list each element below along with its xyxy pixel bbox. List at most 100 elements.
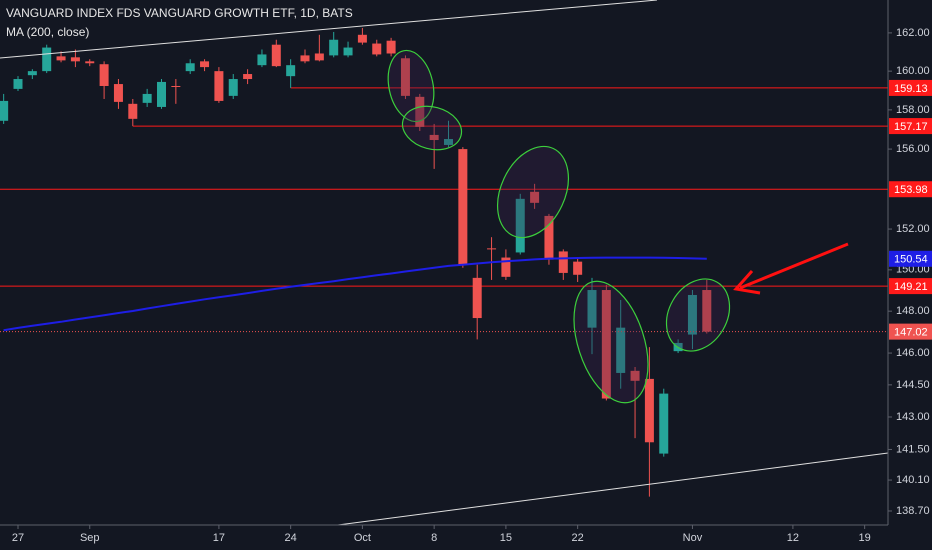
chart-title: VANGUARD INDEX FDS VANGUARD GROWTH ETF, …	[6, 6, 353, 20]
candle-body	[27, 71, 37, 76]
candle-body	[243, 74, 253, 80]
candle-body	[228, 79, 238, 96]
candle-body	[300, 55, 310, 62]
price-label-bg	[889, 250, 932, 267]
candle-body	[573, 261, 583, 275]
price-label: 149.21	[894, 281, 928, 293]
candle-body	[458, 149, 468, 265]
candle-body	[70, 57, 80, 62]
candle-body	[487, 248, 497, 250]
arrow	[733, 242, 849, 295]
price-label: 150.54	[894, 254, 928, 266]
x-tick-label: Nov	[683, 532, 703, 544]
candle-body	[515, 198, 525, 253]
candle-body	[544, 215, 554, 260]
candle-body	[601, 290, 611, 399]
arrow-shaft	[739, 242, 849, 290]
candle-body	[357, 34, 367, 43]
candle-body	[329, 39, 339, 56]
arrow-head	[733, 270, 761, 295]
time-axis	[0, 525, 932, 550]
x-tick-label: 17	[213, 532, 225, 544]
candle-body	[142, 93, 152, 103]
candle-body	[257, 54, 267, 66]
candle-body	[587, 290, 597, 328]
candle-body	[372, 43, 382, 55]
candle-body	[157, 81, 166, 107]
candle-body	[343, 47, 353, 56]
trend-line	[337, 452, 889, 526]
y-tick-label: 156.00	[896, 143, 930, 155]
candle-body	[644, 378, 654, 443]
y-tick-label: 140.10	[896, 474, 930, 486]
price-label-bg	[889, 79, 932, 96]
axis-labels: 162.00160.00158.00156.00152.00150.00148.…	[12, 27, 932, 544]
ellipse	[497, 145, 569, 239]
x-tick-label: 24	[285, 532, 297, 544]
candle-body	[530, 191, 540, 203]
indicator-label: MA (200, close)	[6, 25, 89, 39]
candle-body	[128, 103, 138, 119]
candle-body	[0, 100, 9, 121]
candle-body	[286, 65, 296, 77]
x-tick-label: 12	[787, 532, 799, 544]
y-tick-label: 148.00	[896, 305, 930, 317]
candle-body	[171, 85, 181, 87]
x-tick-label: Oct	[354, 532, 371, 544]
candle-body	[472, 277, 482, 319]
ellipse	[573, 280, 649, 404]
candle-body	[415, 96, 425, 127]
price-label-bg	[889, 118, 932, 135]
y-tick-label: 152.00	[896, 223, 930, 235]
ellipse	[387, 49, 435, 123]
candle-body	[314, 53, 324, 61]
candle-body	[444, 139, 453, 145]
trend-line	[0, 0, 658, 59]
price-label: 147.02	[894, 327, 928, 339]
candle-body	[185, 63, 195, 72]
y-tick-label: 138.70	[896, 505, 930, 517]
price-label: 159.13	[894, 83, 928, 95]
candle-body	[386, 40, 396, 54]
y-tick-label: 144.50	[896, 379, 930, 391]
y-tick-label: 160.00	[896, 65, 930, 77]
price-label-bg	[889, 323, 932, 340]
candle-body	[42, 47, 52, 72]
candle-body	[214, 71, 224, 101]
candle-body	[99, 64, 109, 86]
x-tick-label: 22	[572, 532, 584, 544]
candle-body	[687, 294, 697, 335]
price-label: 153.98	[894, 184, 928, 196]
candle-body	[400, 58, 410, 96]
x-tick-label: 19	[859, 532, 871, 544]
price-label-bg	[889, 181, 932, 198]
candle-body	[501, 257, 511, 277]
ellipse	[401, 105, 463, 151]
y-tick-label: 141.50	[896, 443, 930, 455]
price-label: 157.17	[894, 121, 928, 133]
x-tick-label: Sep	[80, 532, 100, 544]
ellipse	[665, 278, 731, 352]
ma-line	[3, 256, 707, 332]
x-tick-label: 15	[500, 532, 512, 544]
candle-body	[113, 84, 123, 102]
candle-body	[630, 370, 640, 381]
candle-body	[558, 251, 568, 273]
price-label-bg	[889, 278, 932, 295]
candle-body	[702, 290, 712, 332]
plot-area	[0, 27, 888, 497]
candle-body	[429, 134, 439, 141]
candle-body	[13, 79, 23, 89]
candle-body	[659, 393, 669, 454]
annotations	[387, 49, 731, 404]
y-tick-label: 143.00	[896, 411, 930, 423]
x-tick-label: 8	[431, 532, 437, 544]
candle-body	[271, 44, 281, 67]
candle-body	[56, 56, 66, 61]
y-tick-label: 158.00	[896, 104, 930, 116]
candle-body	[200, 61, 210, 68]
y-tick-label: 162.00	[896, 27, 930, 39]
y-tick-label: 146.00	[896, 347, 930, 359]
